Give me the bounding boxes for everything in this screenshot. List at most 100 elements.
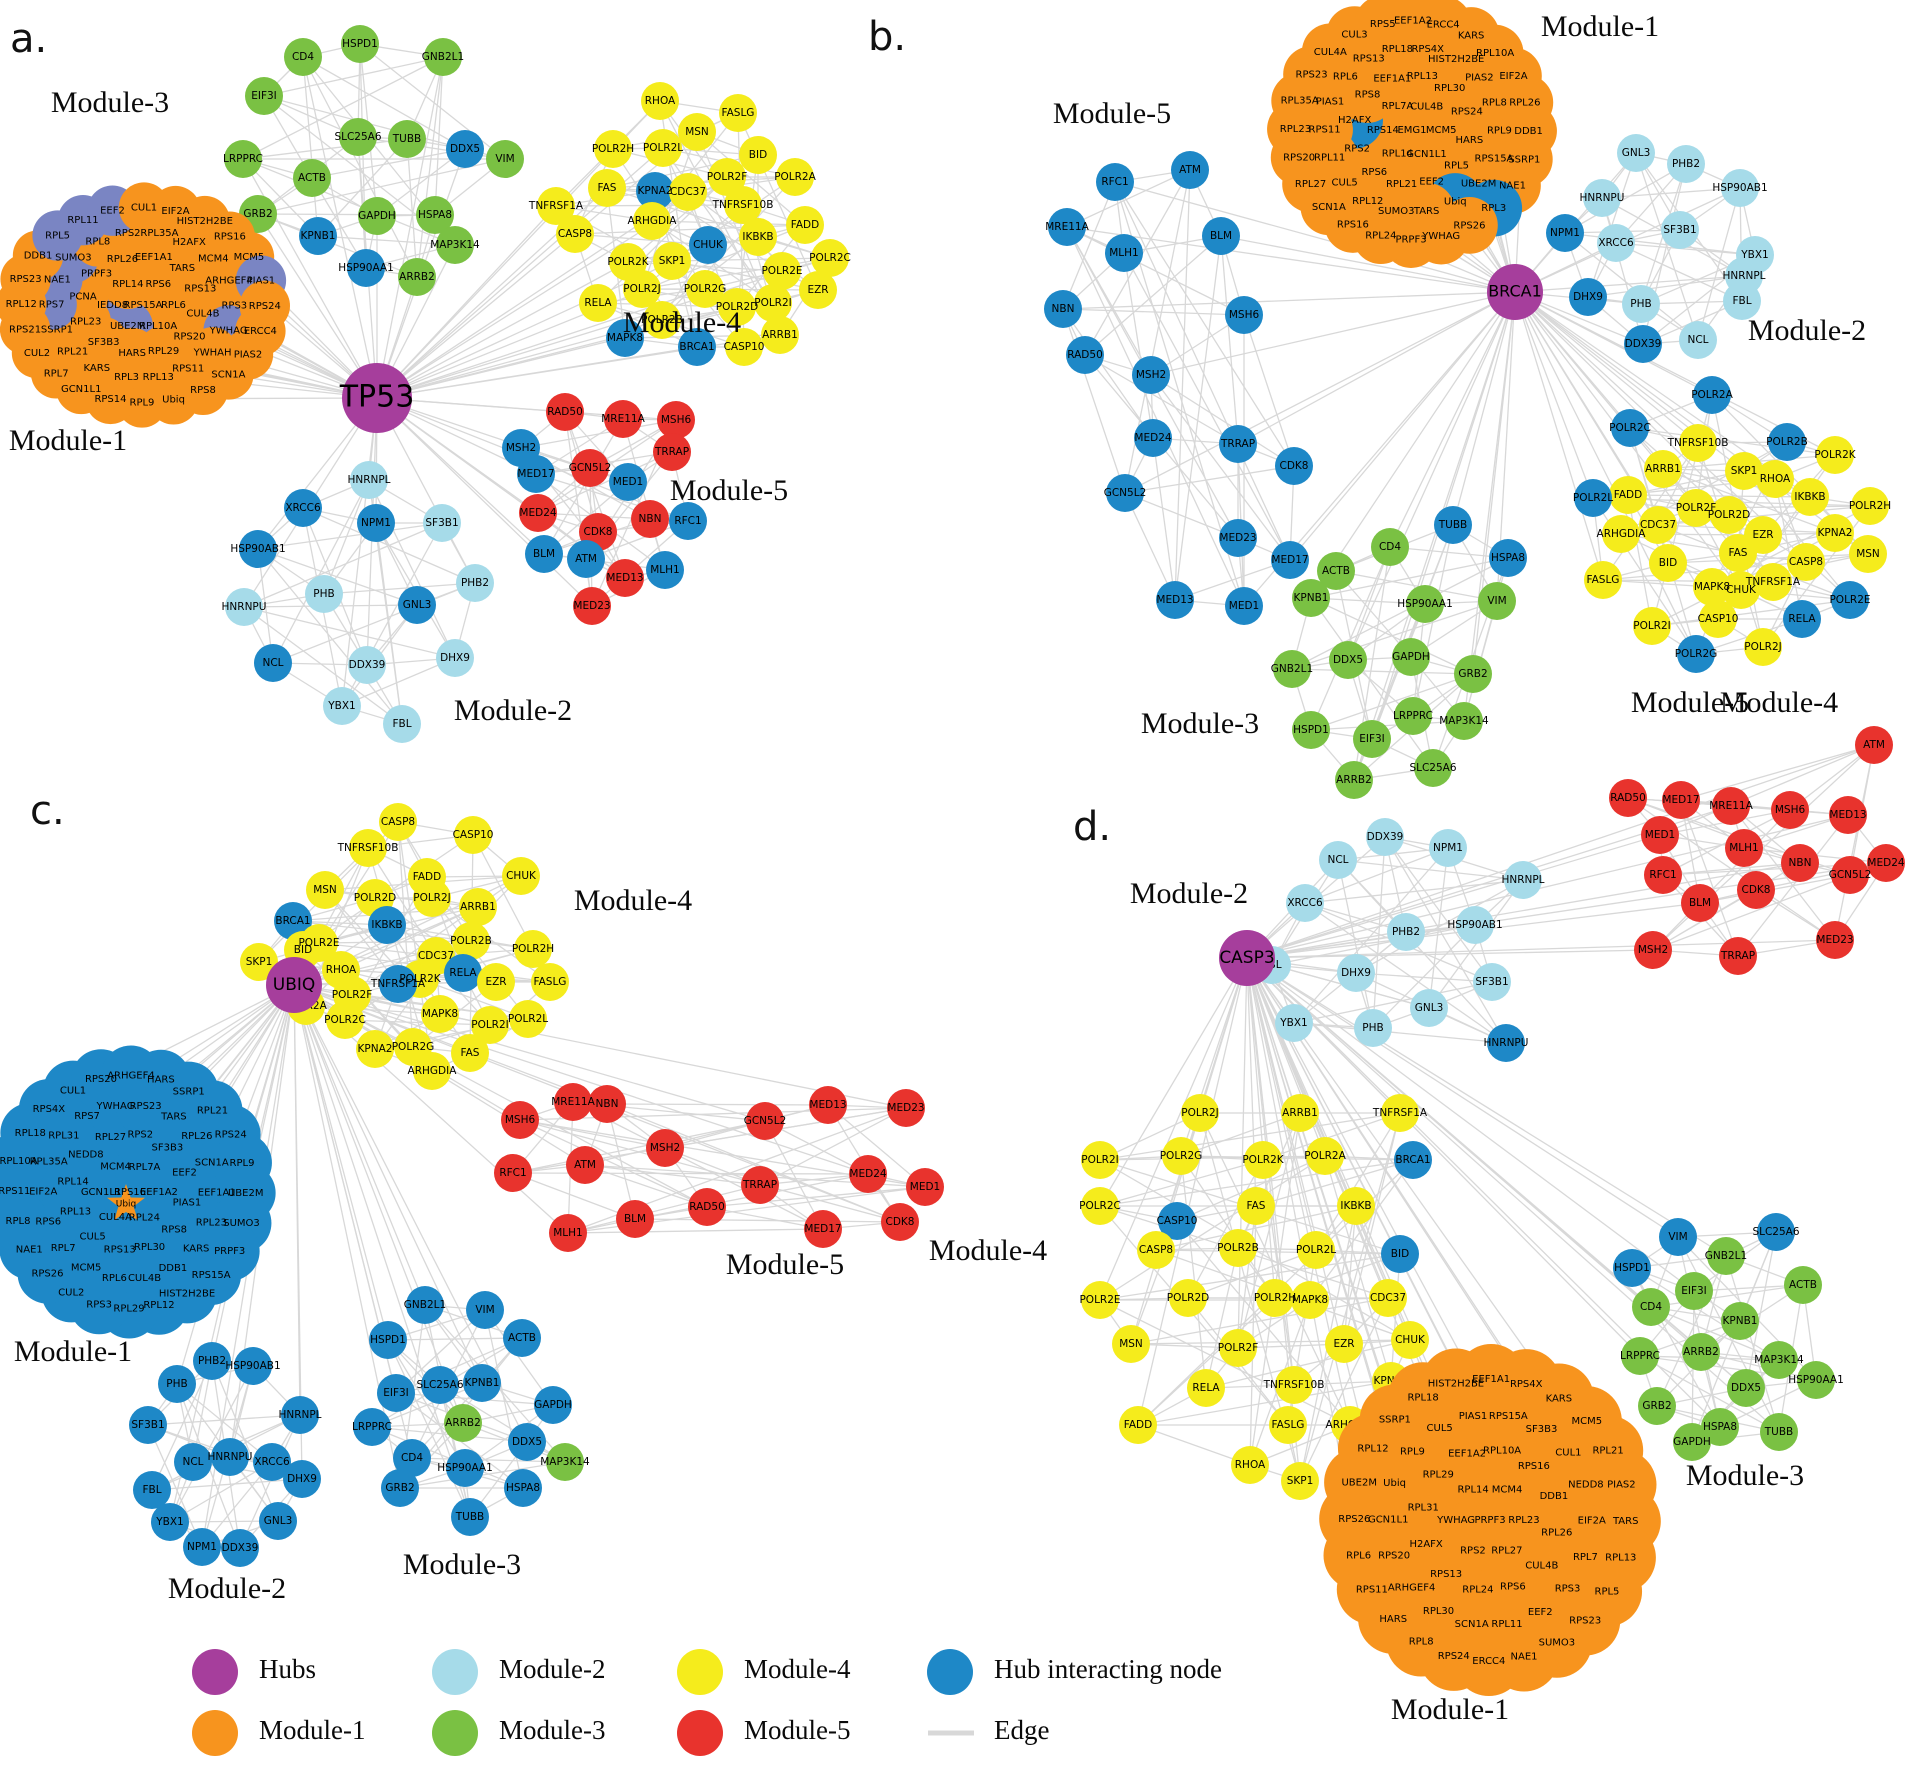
node-label: MRE11A xyxy=(1045,221,1089,233)
node-label: POLR2B xyxy=(1217,1242,1259,1254)
node-label: RPS4X xyxy=(1510,1379,1543,1390)
node-GNB2L1 xyxy=(1273,650,1311,688)
node-label: CUL5 xyxy=(79,1231,105,1242)
node-label: GNL3 xyxy=(264,1515,293,1527)
edge xyxy=(397,821,414,1048)
node-label: RPL18 xyxy=(15,1128,46,1139)
module-title: Module-5 xyxy=(1053,97,1171,130)
node-label: RPS8 xyxy=(161,1225,187,1236)
edge xyxy=(431,897,529,1020)
node-CD4 xyxy=(393,1439,431,1477)
hub-node-TP53 xyxy=(342,363,412,433)
node-RFC1 xyxy=(1644,856,1682,894)
node-label: EEF1A1 xyxy=(198,1188,236,1199)
node-label: YWHAG xyxy=(1436,1515,1475,1526)
node-RFC1 xyxy=(669,502,707,540)
node-MED13 xyxy=(1829,796,1867,834)
node-label: NCL xyxy=(1327,854,1348,866)
node-label: POLR2H xyxy=(1254,1292,1296,1304)
node-CASP10 xyxy=(725,328,763,366)
node-label: XRCC6 xyxy=(285,502,321,514)
node-label: NEDD8 xyxy=(1568,1479,1604,1490)
node-MSH2 xyxy=(646,1129,684,1167)
edge xyxy=(1150,291,1516,376)
node-label: SUMO3 xyxy=(223,1218,260,1229)
edge xyxy=(1310,597,1426,605)
edge xyxy=(1180,1155,1276,1299)
node-label: RPL11 xyxy=(1491,1619,1522,1630)
node-label: BID xyxy=(294,944,312,956)
node-label: MRE11A xyxy=(1709,800,1753,812)
node-SLC25A6 xyxy=(421,1366,459,1404)
node-label: HSP90AA1 xyxy=(437,1462,493,1474)
node-label: EEF2 xyxy=(172,1167,197,1178)
module-title: Module-5 xyxy=(670,474,788,507)
node-MED17 xyxy=(1271,541,1309,579)
node-POLR2J xyxy=(623,270,661,308)
node-label: HSPA8 xyxy=(1491,552,1525,564)
node-label: RPS23 xyxy=(130,1101,162,1112)
node-label: MSH2 xyxy=(1136,369,1166,381)
node-label: RPL9 xyxy=(1487,126,1512,137)
node-label: DDX39 xyxy=(1625,338,1662,350)
node-DDX39 xyxy=(221,1529,259,1567)
node-MSN xyxy=(678,113,716,151)
node-MAPK8 xyxy=(1693,568,1731,606)
node-label: POLR2C xyxy=(1079,1200,1121,1212)
node-label: RPL14 xyxy=(57,1177,88,1188)
nodes-layer: CASP8 CASP10 TNFRSF10B FADD CHUK MSN POLR2D POL… xyxy=(129,803,944,1567)
node-label: RPL12 xyxy=(1352,196,1383,207)
node-label: POLR2L xyxy=(643,142,683,154)
edge xyxy=(1176,1220,1351,1426)
edge xyxy=(293,984,389,1341)
node-label: POLR2E xyxy=(1829,594,1870,606)
node-label: TNFRSF10B xyxy=(1667,437,1729,449)
node-label: MSH6 xyxy=(1775,804,1806,816)
node-label: MRE11A xyxy=(601,413,645,425)
node-label: POLR2E xyxy=(298,937,339,949)
node-label: HSPD1 xyxy=(1293,724,1329,736)
node-label: VIM xyxy=(495,153,514,165)
node-label: RPS15A xyxy=(124,300,163,311)
edge xyxy=(662,147,774,304)
node-label: NCL xyxy=(182,1456,203,1468)
edge xyxy=(1099,1159,1414,1207)
node-label: TARS xyxy=(1413,206,1439,217)
node-XRCC6 xyxy=(253,1443,291,1481)
node-label: POLR2G xyxy=(1160,1150,1203,1162)
node-label: MLH1 xyxy=(1109,247,1139,259)
node-label: HSP90AB1 xyxy=(230,543,285,555)
edge xyxy=(1246,957,1679,1238)
edge xyxy=(1514,291,1604,581)
node-label: MED1 xyxy=(613,476,643,488)
panel-letter: c. xyxy=(30,788,65,834)
node-TNFRSF1A xyxy=(379,965,417,1003)
node-DDX5 xyxy=(1329,641,1367,679)
edge xyxy=(1062,308,1126,494)
node-label: POLR2G xyxy=(684,283,727,295)
panel-d: DDX39NPM1NCLHNRNPLXRCC6PHB2HSP90AB1FBLDH… xyxy=(929,686,1905,1726)
node-HNRNPU xyxy=(1583,179,1621,217)
node-label: RPL31 xyxy=(1408,1502,1439,1513)
node-HNRNPL xyxy=(281,1396,319,1434)
legend-swatch-module-2 xyxy=(432,1649,478,1695)
node-HSP90AA1 xyxy=(347,249,385,287)
node-label: YBX1 xyxy=(1740,249,1769,261)
node-label: RHOA xyxy=(1235,1459,1266,1471)
node-MRE11A xyxy=(1712,787,1750,825)
node-MRE11A xyxy=(554,1083,592,1121)
edge xyxy=(376,244,709,399)
node-BRCA1 xyxy=(1394,1141,1432,1179)
node-label: CD4 xyxy=(401,1452,423,1464)
node-label: BLM xyxy=(533,548,555,560)
edge xyxy=(243,606,456,659)
node-MSN xyxy=(306,871,344,909)
node-label: EEF1A2 xyxy=(140,1187,178,1198)
node-label: DHX9 xyxy=(1341,967,1371,979)
node-label: MED13 xyxy=(809,1099,846,1111)
legend-swatch-module-5 xyxy=(677,1710,723,1756)
nodes-layer: RFC1 ATM MRE11A MLH1 BLM MSH6 NBN RAD50 MSH2 MED2… xyxy=(1044,134,1891,799)
node-label: RPS20 xyxy=(1378,1551,1410,1562)
edge xyxy=(1514,275,1745,293)
node-label: FADD xyxy=(1614,489,1642,501)
